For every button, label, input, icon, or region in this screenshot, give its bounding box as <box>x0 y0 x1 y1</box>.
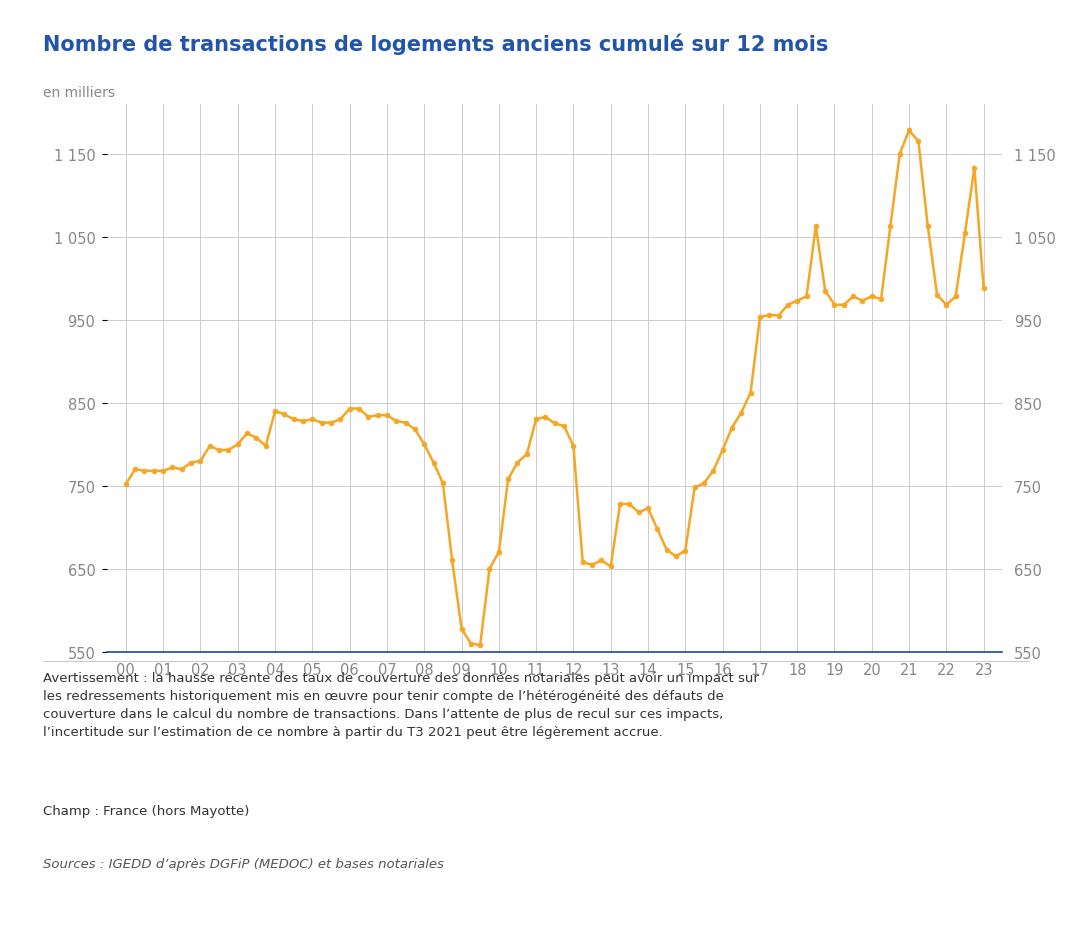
Text: Sources : IGEDD d’après DGFiP (MEDOC) et bases notariales: Sources : IGEDD d’après DGFiP (MEDOC) et… <box>43 857 444 870</box>
Text: Nombre de transactions de logements anciens cumulé sur 12 mois: Nombre de transactions de logements anci… <box>43 33 829 55</box>
Text: Champ : France (hors Mayotte): Champ : France (hors Mayotte) <box>43 804 250 818</box>
Text: Avertissement : la hausse récente des taux de couverture des données notariales : Avertissement : la hausse récente des ta… <box>43 671 759 738</box>
Text: en milliers: en milliers <box>43 86 115 100</box>
